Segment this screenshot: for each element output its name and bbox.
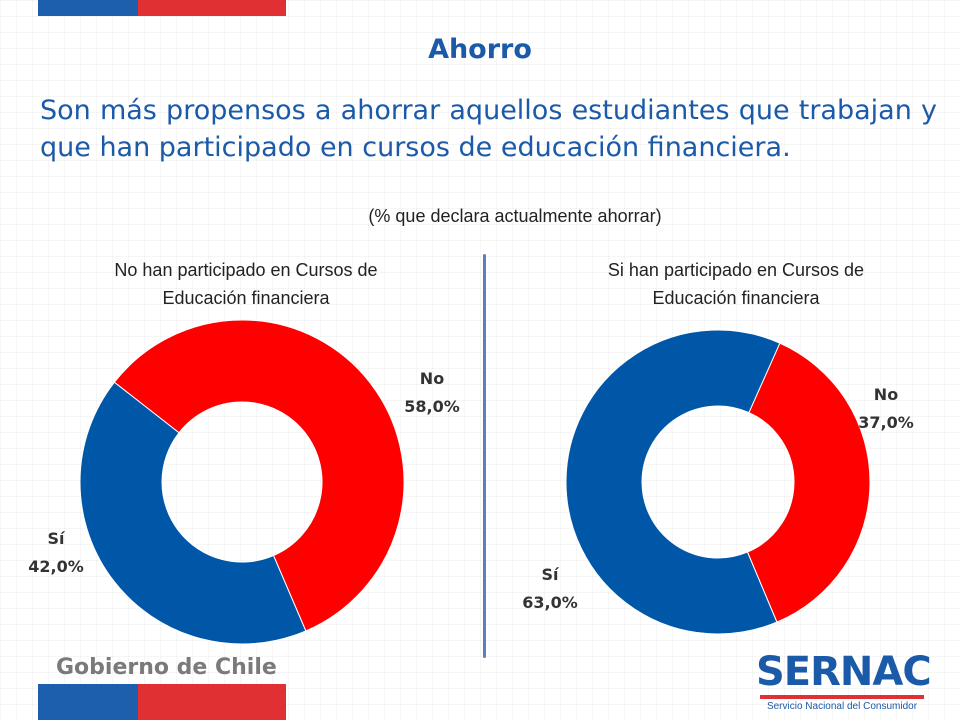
donut-right-value-si: 63,0%: [522, 593, 578, 612]
donut-right-label-si: Sí: [541, 565, 560, 584]
page-subtitle: Son más propensos a ahorrar aquellos est…: [40, 95, 937, 163]
chart-left-title: No han participado en Cursos de Educació…: [114, 260, 378, 308]
chart-divider: [483, 254, 486, 658]
donut-left-slice-si: [79, 381, 307, 645]
donut-right-label-no: No: [874, 385, 898, 404]
gobierno-logo-text: Gobierno de Chile: [56, 655, 277, 680]
donut-right-value-no: 37,0%: [858, 413, 914, 432]
donut-left-value-si: 42,0%: [28, 557, 84, 576]
chart-right-title: Si han participado en Cursos de Educació…: [607, 260, 865, 308]
sernac-logo: SERNAC Servicio Nacional del Consumidor: [756, 649, 932, 714]
sernac-stripe: [760, 695, 924, 699]
flag-bar-bottom: [38, 684, 286, 720]
chart-note: (% que declara actualmente ahorrar): [368, 206, 662, 226]
donut-left-value-no: 58,0%: [404, 397, 460, 416]
donut-left-slice-no: [113, 319, 405, 632]
donut-left-label-si: Sí: [47, 529, 66, 548]
donut-right-slice-si: [565, 329, 781, 635]
donut-right-slice-no: [746, 342, 871, 623]
sernac-wordmark: SERNAC: [756, 649, 932, 695]
sernac-subtitle: Servicio Nacional del Consumidor: [766, 701, 918, 712]
donut-left-label-no: No: [420, 369, 444, 388]
page-title: Ahorro: [428, 34, 532, 65]
flag-bar-top: [38, 0, 286, 16]
